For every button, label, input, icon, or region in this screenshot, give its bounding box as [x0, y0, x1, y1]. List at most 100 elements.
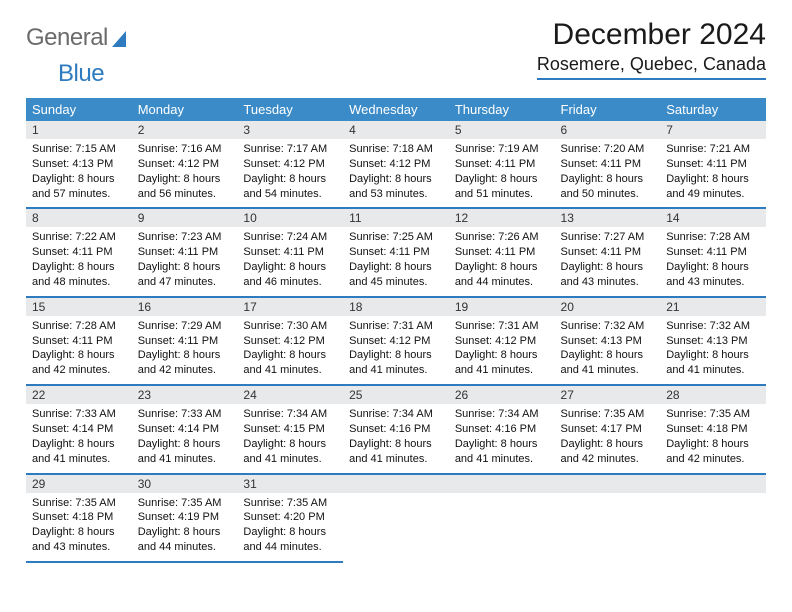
day-details: Sunrise: 7:34 AMSunset: 4:16 PMDaylight:…: [449, 404, 555, 472]
calendar-cell: 29Sunrise: 7:35 AMSunset: 4:18 PMDayligh…: [26, 474, 132, 562]
day-header: Monday: [132, 98, 238, 121]
calendar-cell: 24Sunrise: 7:34 AMSunset: 4:15 PMDayligh…: [237, 385, 343, 473]
calendar-table: SundayMondayTuesdayWednesdayThursdayFrid…: [26, 98, 766, 563]
day-details: Sunrise: 7:33 AMSunset: 4:14 PMDaylight:…: [26, 404, 132, 472]
calendar-week: 8Sunrise: 7:22 AMSunset: 4:11 PMDaylight…: [26, 208, 766, 296]
calendar-cell: 30Sunrise: 7:35 AMSunset: 4:19 PMDayligh…: [132, 474, 238, 562]
day-number: 18: [343, 298, 449, 316]
day-details: Sunrise: 7:25 AMSunset: 4:11 PMDaylight:…: [343, 227, 449, 295]
calendar-cell: 9Sunrise: 7:23 AMSunset: 4:11 PMDaylight…: [132, 208, 238, 296]
calendar-cell: 19Sunrise: 7:31 AMSunset: 4:12 PMDayligh…: [449, 297, 555, 385]
day-number: 21: [660, 298, 766, 316]
day-details: Sunrise: 7:22 AMSunset: 4:11 PMDaylight:…: [26, 227, 132, 295]
logo-text-general: General: [26, 24, 108, 52]
day-header: Thursday: [449, 98, 555, 121]
day-number-empty: [449, 475, 555, 493]
day-details: Sunrise: 7:23 AMSunset: 4:11 PMDaylight:…: [132, 227, 238, 295]
day-details: Sunrise: 7:20 AMSunset: 4:11 PMDaylight:…: [555, 139, 661, 207]
calendar-cell: 11Sunrise: 7:25 AMSunset: 4:11 PMDayligh…: [343, 208, 449, 296]
calendar-cell: 17Sunrise: 7:30 AMSunset: 4:12 PMDayligh…: [237, 297, 343, 385]
calendar-cell: 8Sunrise: 7:22 AMSunset: 4:11 PMDaylight…: [26, 208, 132, 296]
day-number: 15: [26, 298, 132, 316]
day-number: 20: [555, 298, 661, 316]
calendar-week: 22Sunrise: 7:33 AMSunset: 4:14 PMDayligh…: [26, 385, 766, 473]
day-details: Sunrise: 7:30 AMSunset: 4:12 PMDaylight:…: [237, 316, 343, 384]
logo: General: [26, 18, 128, 52]
calendar-cell: [343, 474, 449, 562]
day-details: Sunrise: 7:35 AMSunset: 4:17 PMDaylight:…: [555, 404, 661, 472]
calendar-cell: 22Sunrise: 7:33 AMSunset: 4:14 PMDayligh…: [26, 385, 132, 473]
day-details: Sunrise: 7:17 AMSunset: 4:12 PMDaylight:…: [237, 139, 343, 207]
calendar-cell: 25Sunrise: 7:34 AMSunset: 4:16 PMDayligh…: [343, 385, 449, 473]
calendar-week: 29Sunrise: 7:35 AMSunset: 4:18 PMDayligh…: [26, 474, 766, 562]
calendar-cell: 15Sunrise: 7:28 AMSunset: 4:11 PMDayligh…: [26, 297, 132, 385]
calendar-cell: 10Sunrise: 7:24 AMSunset: 4:11 PMDayligh…: [237, 208, 343, 296]
calendar-cell: 27Sunrise: 7:35 AMSunset: 4:17 PMDayligh…: [555, 385, 661, 473]
day-number: 9: [132, 209, 238, 227]
day-number: 14: [660, 209, 766, 227]
location-label: Rosemere, Quebec, Canada: [537, 54, 766, 80]
calendar-week: 15Sunrise: 7:28 AMSunset: 4:11 PMDayligh…: [26, 297, 766, 385]
day-details: Sunrise: 7:16 AMSunset: 4:12 PMDaylight:…: [132, 139, 238, 207]
day-details: Sunrise: 7:28 AMSunset: 4:11 PMDaylight:…: [26, 316, 132, 384]
day-number: 19: [449, 298, 555, 316]
calendar-cell: 31Sunrise: 7:35 AMSunset: 4:20 PMDayligh…: [237, 474, 343, 562]
day-number: 23: [132, 386, 238, 404]
calendar-cell: 16Sunrise: 7:29 AMSunset: 4:11 PMDayligh…: [132, 297, 238, 385]
day-details: Sunrise: 7:32 AMSunset: 4:13 PMDaylight:…: [555, 316, 661, 384]
calendar-cell: 23Sunrise: 7:33 AMSunset: 4:14 PMDayligh…: [132, 385, 238, 473]
day-number: 5: [449, 121, 555, 139]
calendar-cell: 12Sunrise: 7:26 AMSunset: 4:11 PMDayligh…: [449, 208, 555, 296]
calendar-head: SundayMondayTuesdayWednesdayThursdayFrid…: [26, 98, 766, 121]
calendar-body: 1Sunrise: 7:15 AMSunset: 4:13 PMDaylight…: [26, 121, 766, 562]
day-number: 27: [555, 386, 661, 404]
day-header: Sunday: [26, 98, 132, 121]
calendar-cell: 28Sunrise: 7:35 AMSunset: 4:18 PMDayligh…: [660, 385, 766, 473]
day-number: 10: [237, 209, 343, 227]
day-details: Sunrise: 7:24 AMSunset: 4:11 PMDaylight:…: [237, 227, 343, 295]
day-details: Sunrise: 7:31 AMSunset: 4:12 PMDaylight:…: [449, 316, 555, 384]
calendar-cell: 13Sunrise: 7:27 AMSunset: 4:11 PMDayligh…: [555, 208, 661, 296]
day-number-empty: [660, 475, 766, 493]
day-details: Sunrise: 7:19 AMSunset: 4:11 PMDaylight:…: [449, 139, 555, 207]
day-number-empty: [343, 475, 449, 493]
day-details: Sunrise: 7:34 AMSunset: 4:16 PMDaylight:…: [343, 404, 449, 472]
calendar-cell: 6Sunrise: 7:20 AMSunset: 4:11 PMDaylight…: [555, 121, 661, 208]
calendar-week: 1Sunrise: 7:15 AMSunset: 4:13 PMDaylight…: [26, 121, 766, 208]
day-details: Sunrise: 7:26 AMSunset: 4:11 PMDaylight:…: [449, 227, 555, 295]
day-number: 2: [132, 121, 238, 139]
day-details: Sunrise: 7:27 AMSunset: 4:11 PMDaylight:…: [555, 227, 661, 295]
calendar-cell: 21Sunrise: 7:32 AMSunset: 4:13 PMDayligh…: [660, 297, 766, 385]
calendar-cell: 14Sunrise: 7:28 AMSunset: 4:11 PMDayligh…: [660, 208, 766, 296]
day-number: 28: [660, 386, 766, 404]
day-details: Sunrise: 7:35 AMSunset: 4:20 PMDaylight:…: [237, 493, 343, 561]
month-title: December 2024: [537, 18, 766, 52]
calendar-cell: 20Sunrise: 7:32 AMSunset: 4:13 PMDayligh…: [555, 297, 661, 385]
calendar-cell: 3Sunrise: 7:17 AMSunset: 4:12 PMDaylight…: [237, 121, 343, 208]
day-details: Sunrise: 7:34 AMSunset: 4:15 PMDaylight:…: [237, 404, 343, 472]
day-number: 4: [343, 121, 449, 139]
day-number: 13: [555, 209, 661, 227]
calendar-cell: 1Sunrise: 7:15 AMSunset: 4:13 PMDaylight…: [26, 121, 132, 208]
day-details: Sunrise: 7:31 AMSunset: 4:12 PMDaylight:…: [343, 316, 449, 384]
calendar-cell: [449, 474, 555, 562]
logo-text-blue: Blue: [58, 60, 104, 87]
day-number: 7: [660, 121, 766, 139]
day-number: 11: [343, 209, 449, 227]
day-details: Sunrise: 7:32 AMSunset: 4:13 PMDaylight:…: [660, 316, 766, 384]
day-details: Sunrise: 7:28 AMSunset: 4:11 PMDaylight:…: [660, 227, 766, 295]
day-details: Sunrise: 7:15 AMSunset: 4:13 PMDaylight:…: [26, 139, 132, 207]
day-header: Saturday: [660, 98, 766, 121]
day-number: 26: [449, 386, 555, 404]
calendar-cell: 4Sunrise: 7:18 AMSunset: 4:12 PMDaylight…: [343, 121, 449, 208]
day-details: Sunrise: 7:21 AMSunset: 4:11 PMDaylight:…: [660, 139, 766, 207]
calendar-cell: 26Sunrise: 7:34 AMSunset: 4:16 PMDayligh…: [449, 385, 555, 473]
day-details: Sunrise: 7:35 AMSunset: 4:18 PMDaylight:…: [26, 493, 132, 561]
day-number: 24: [237, 386, 343, 404]
day-number: 6: [555, 121, 661, 139]
day-header: Friday: [555, 98, 661, 121]
day-number: 1: [26, 121, 132, 139]
day-details: Sunrise: 7:35 AMSunset: 4:19 PMDaylight:…: [132, 493, 238, 561]
day-header: Tuesday: [237, 98, 343, 121]
day-number: 8: [26, 209, 132, 227]
